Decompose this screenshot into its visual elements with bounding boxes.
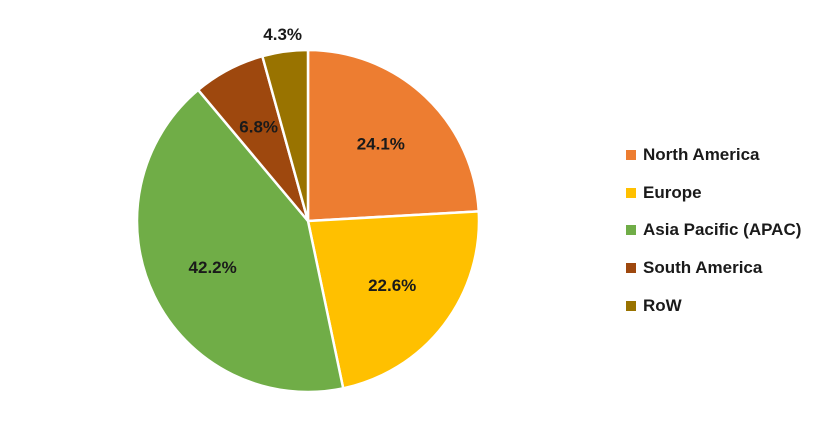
pie-slices: [135, 48, 481, 394]
chart-legend: North America Europe Asia Pacific (APAC) So…: [626, 136, 801, 324]
legend-label-row: RoW: [643, 295, 682, 315]
data-label-south-america: 6.8%: [239, 118, 278, 137]
legend-swatch-asia-pacific-apac: [626, 225, 636, 236]
pie-slice-north-america: [306, 48, 480, 223]
legend-label-asia-pacific-apac: Asia Pacific (APAC): [643, 220, 802, 240]
legend-item-europe: Europe: [626, 174, 801, 212]
data-label-row: 4.3%: [263, 25, 302, 44]
legend-label-north-america: North America: [643, 144, 760, 164]
pie-data-labels: 24.1% 22.6% 42.2% 6.8% 4.3%: [189, 25, 417, 295]
data-label-europe: 22.6%: [368, 276, 416, 295]
legend-label-south-america: South America: [643, 257, 763, 277]
legend-swatch-north-america: [626, 149, 636, 160]
legend-swatch-south-america: [626, 262, 636, 273]
legend-label-europe: Europe: [643, 182, 702, 202]
legend-swatch-row: [626, 300, 636, 311]
legend-item-south-america: South America: [626, 249, 801, 287]
pie-slice-europe: [306, 210, 481, 390]
legend-item-asia-pacific-apac: Asia Pacific (APAC): [626, 211, 801, 249]
legend-item-row: RoW: [626, 287, 801, 325]
pie-slice-row: [261, 48, 310, 223]
data-label-north-america: 24.1%: [357, 134, 405, 153]
legend-item-north-america: North America: [626, 136, 801, 174]
data-label-asia-pacific-apac: 42.2%: [189, 258, 237, 277]
legend-swatch-europe: [626, 187, 636, 198]
pie-slice-asia-pacific-apac: [135, 88, 345, 394]
